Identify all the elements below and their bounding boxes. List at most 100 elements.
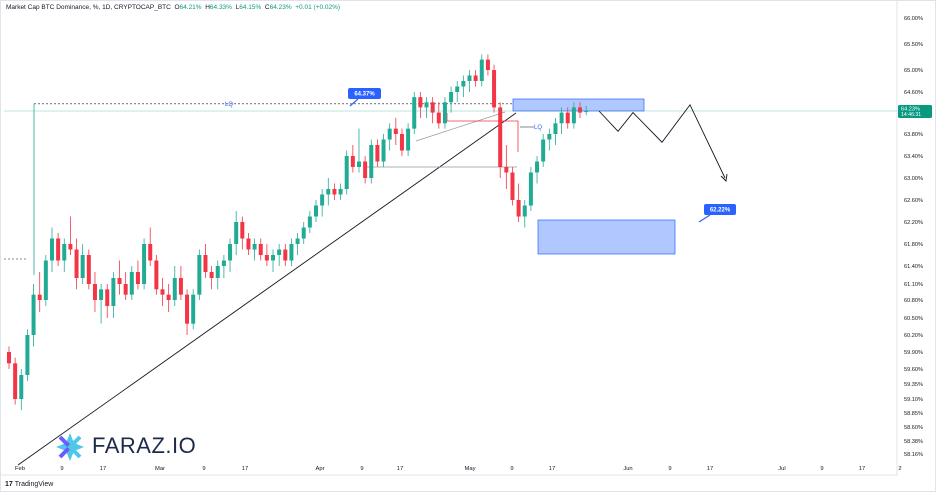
candle-body[interactable] bbox=[283, 249, 288, 261]
candle-body[interactable] bbox=[314, 205, 318, 217]
candle-body[interactable] bbox=[565, 112, 570, 124]
candle-body[interactable] bbox=[252, 244, 257, 250]
candle-body[interactable] bbox=[485, 59, 490, 70]
candle-body[interactable] bbox=[258, 244, 263, 255]
candle-body[interactable] bbox=[307, 216, 312, 228]
candle-body[interactable] bbox=[467, 75, 472, 82]
candle-body[interactable] bbox=[332, 189, 337, 195]
candle-body[interactable] bbox=[399, 134, 404, 151]
candle-body[interactable] bbox=[228, 244, 233, 261]
candle-body[interactable] bbox=[117, 278, 122, 284]
candle-body[interactable] bbox=[49, 238, 54, 261]
candle-body[interactable] bbox=[215, 266, 220, 278]
candle-body[interactable] bbox=[455, 86, 460, 93]
candle-body[interactable] bbox=[326, 189, 331, 195]
demand-zone bbox=[537, 219, 676, 255]
candle-body[interactable] bbox=[43, 260, 48, 301]
candle-body[interactable] bbox=[571, 107, 576, 124]
candle-body[interactable] bbox=[154, 260, 159, 290]
candle-body[interactable] bbox=[178, 278, 183, 295]
candle-body[interactable] bbox=[7, 352, 11, 364]
candle-body[interactable] bbox=[240, 222, 245, 239]
candle-body[interactable] bbox=[412, 97, 417, 129]
candle-body[interactable] bbox=[13, 363, 18, 399]
candle-body[interactable] bbox=[185, 294, 190, 324]
candle-body[interactable] bbox=[56, 238, 61, 261]
candle-body[interactable] bbox=[246, 238, 251, 250]
candle-body[interactable] bbox=[541, 139, 546, 162]
candle-body[interactable] bbox=[578, 107, 583, 113]
candle-body[interactable] bbox=[99, 289, 104, 300]
candle-body[interactable] bbox=[442, 102, 447, 124]
candle-body[interactable] bbox=[74, 249, 79, 279]
candle-body[interactable] bbox=[295, 238, 300, 245]
candle-body[interactable] bbox=[492, 70, 497, 108]
candle-body[interactable] bbox=[301, 227, 306, 239]
candle-body[interactable] bbox=[369, 145, 374, 178]
candle-body[interactable] bbox=[129, 272, 134, 295]
candle-body[interactable] bbox=[516, 200, 521, 217]
candle-body[interactable] bbox=[430, 102, 435, 113]
candle-body[interactable] bbox=[375, 145, 380, 162]
candle-body[interactable] bbox=[498, 107, 503, 167]
candle-body[interactable] bbox=[86, 255, 91, 284]
candle-body[interactable] bbox=[37, 294, 42, 300]
x-tick-label: 9 bbox=[60, 466, 63, 472]
candle-body[interactable] bbox=[221, 260, 226, 267]
candle-body[interactable] bbox=[197, 255, 202, 295]
candle-body[interactable] bbox=[381, 139, 386, 162]
candle-body[interactable] bbox=[584, 111, 589, 113]
candle-body[interactable] bbox=[393, 128, 398, 134]
tradingview-footer[interactable]: 17 TradingView bbox=[5, 481, 54, 488]
candle-body[interactable] bbox=[344, 156, 349, 189]
candle-body[interactable] bbox=[31, 294, 36, 335]
candle-body[interactable] bbox=[406, 128, 411, 151]
candle-body[interactable] bbox=[135, 272, 140, 284]
candle-body[interactable] bbox=[234, 222, 239, 244]
candle-body[interactable] bbox=[559, 112, 564, 124]
candle-body[interactable] bbox=[105, 289, 110, 306]
candle-body[interactable] bbox=[289, 244, 294, 261]
candle-body[interactable] bbox=[350, 156, 355, 167]
candle-body[interactable] bbox=[277, 249, 282, 256]
candle-body[interactable] bbox=[271, 255, 276, 261]
candle-body[interactable] bbox=[166, 294, 171, 300]
candle-body[interactable] bbox=[461, 81, 466, 87]
candle-body[interactable] bbox=[80, 255, 85, 278]
candle-body[interactable] bbox=[142, 244, 147, 284]
candle-body[interactable] bbox=[473, 75, 478, 82]
candle-body[interactable] bbox=[387, 128, 392, 140]
candle-body[interactable] bbox=[209, 272, 214, 278]
candle-body[interactable] bbox=[92, 284, 97, 300]
candle-body[interactable] bbox=[172, 278, 177, 300]
candle-body[interactable] bbox=[522, 205, 527, 217]
candle-body[interactable] bbox=[191, 294, 196, 324]
candle-body[interactable] bbox=[363, 161, 368, 179]
x-tick-label: 17 bbox=[397, 466, 403, 472]
candle-body[interactable] bbox=[148, 244, 153, 261]
candle-body[interactable] bbox=[479, 59, 484, 81]
candle-body[interactable] bbox=[203, 255, 208, 272]
candle-body[interactable] bbox=[160, 289, 165, 295]
candle-body[interactable] bbox=[436, 112, 441, 124]
candle-body[interactable] bbox=[111, 278, 116, 306]
candle-body[interactable] bbox=[547, 134, 552, 140]
candle-body[interactable] bbox=[528, 172, 533, 206]
candle-body[interactable] bbox=[418, 97, 423, 108]
candle-body[interactable] bbox=[320, 194, 325, 206]
candle-body[interactable] bbox=[19, 375, 24, 399]
candle-body[interactable] bbox=[510, 172, 515, 201]
candle-body[interactable] bbox=[504, 167, 509, 173]
candle-body[interactable] bbox=[68, 244, 73, 250]
candle-body[interactable] bbox=[338, 189, 343, 195]
candle-body[interactable] bbox=[449, 92, 454, 103]
candle-body[interactable] bbox=[553, 123, 558, 134]
candle-body[interactable] bbox=[62, 244, 67, 261]
candle-body[interactable] bbox=[356, 161, 361, 168]
candle-body[interactable] bbox=[25, 335, 30, 375]
candle-body[interactable] bbox=[424, 102, 429, 108]
candle-body[interactable] bbox=[535, 161, 540, 173]
candle-body[interactable] bbox=[123, 284, 128, 295]
candle-body[interactable] bbox=[264, 255, 269, 261]
